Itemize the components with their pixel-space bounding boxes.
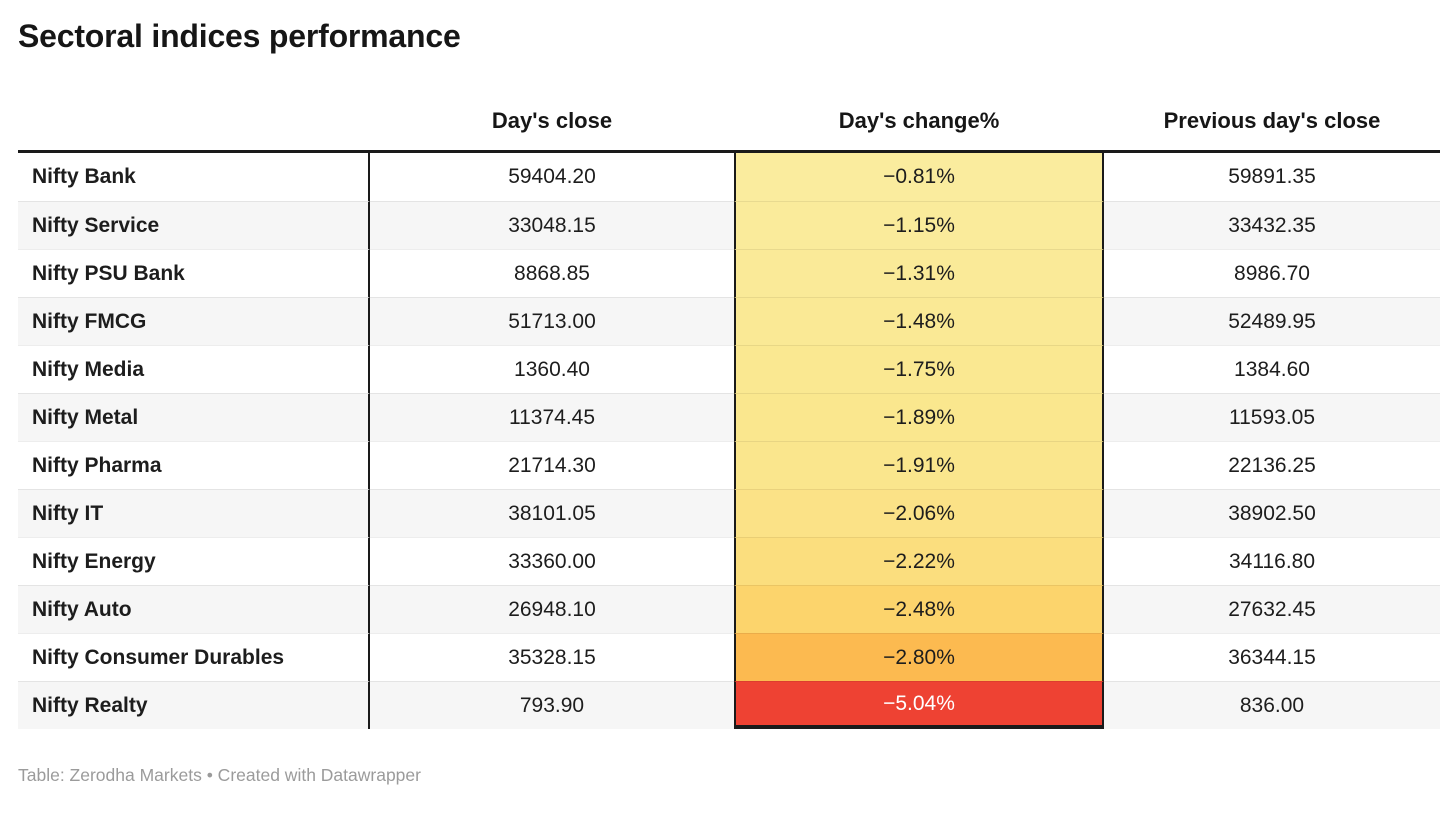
days-change-cell: −1.75% <box>734 345 1104 393</box>
prev-close-cell: 38902.50 <box>1104 489 1440 537</box>
index-name-cell: Nifty Service <box>18 201 370 249</box>
index-name-cell: Nifty Bank <box>18 153 370 201</box>
days-close-cell: 59404.20 <box>508 165 596 188</box>
column-header-days-change: Day's change% <box>838 107 1000 133</box>
column-header-index <box>18 121 370 125</box>
days-close-cell: 21714.30 <box>370 441 734 489</box>
index-name-cell: Nifty FMCG <box>18 297 370 345</box>
index-name-cell: Nifty IT <box>18 489 370 537</box>
days-close-cell: 35328.15 <box>370 633 734 681</box>
days-close-cell: 8868.85 <box>370 249 734 297</box>
page-title: Sectoral indices performance <box>18 18 461 54</box>
days-change-cell: −5.04% <box>734 681 1104 729</box>
days-change-cell: −1.31% <box>734 249 1104 297</box>
table-row: Nifty Bank 59404.20 −0.81% 59891.35 <box>18 153 1440 201</box>
days-close-cell: 38101.05 <box>370 489 734 537</box>
days-close-cell: 33360.00 <box>370 537 734 585</box>
days-change-cell: −1.89% <box>734 393 1104 441</box>
index-name-cell: Nifty Media <box>18 345 370 393</box>
index-name-cell: Nifty Pharma <box>18 441 370 489</box>
table-row: Nifty IT 38101.05 −2.06% 38902.50 <box>18 489 1440 537</box>
days-change-cell: −1.15% <box>734 201 1104 249</box>
days-close-cell: 1360.40 <box>370 345 734 393</box>
table-row: Nifty Auto 26948.10 −2.48% 27632.45 <box>18 585 1440 633</box>
table-body: Nifty Bank 59404.20 −0.81% 59891.35 Nifty Se… <box>18 153 1440 729</box>
days-close-cell: 33048.15 <box>370 201 734 249</box>
table-row: Nifty Metal 11374.45 −1.89% 11593.05 <box>18 393 1440 441</box>
days-change-cell: −1.48% <box>734 297 1104 345</box>
prev-close-cell: 34116.80 <box>1104 537 1440 585</box>
table-row: Nifty FMCG 51713.00 −1.48% 52489.95 <box>18 297 1440 345</box>
table-row: Nifty PSU Bank 8868.85 −1.31% 8986.70 <box>18 249 1440 297</box>
index-name-cell: Nifty Consumer Durables <box>18 633 370 681</box>
days-close-cell: 51713.00 <box>370 297 734 345</box>
prev-close-cell: 8986.70 <box>1104 249 1440 297</box>
prev-close-cell: 11593.05 <box>1104 393 1440 441</box>
days-change-cell: −2.06% <box>734 489 1104 537</box>
prev-close-cell: 27632.45 <box>1104 585 1440 633</box>
prev-close-cell: 36344.15 <box>1104 633 1440 681</box>
index-name-cell: Nifty PSU Bank <box>18 249 370 297</box>
prev-close-cell: 59891.35 <box>1228 165 1316 188</box>
days-change-cell: −1.91% <box>734 441 1104 489</box>
prev-close-cell: 1384.60 <box>1104 345 1440 393</box>
days-close-cell: 11374.45 <box>370 393 734 441</box>
index-name-cell: Nifty Metal <box>18 393 370 441</box>
table-header-row: Day's close Day's change% Previous day's… <box>18 95 1440 153</box>
sector-indices-table: Day's close Day's change% Previous day's… <box>18 95 1440 729</box>
days-change-cell: −2.48% <box>734 585 1104 633</box>
prev-close-cell: 52489.95 <box>1104 297 1440 345</box>
prev-close-cell: 33432.35 <box>1104 201 1440 249</box>
table-row: Nifty Service 33048.15 −1.15% 33432.35 <box>18 201 1440 249</box>
table-row: Nifty Realty 793.90 −5.04% 836.00 <box>18 681 1440 729</box>
index-name-cell: Nifty Realty <box>18 681 370 729</box>
table-source-credit: Table: Zerodha Markets • Created with Da… <box>18 765 421 785</box>
days-change-cell: −2.22% <box>734 537 1104 585</box>
days-change-cell: −0.81% <box>734 153 1104 201</box>
days-change-cell: −2.80% <box>734 633 1104 681</box>
days-close-cell: 26948.10 <box>370 585 734 633</box>
table-row: Nifty Consumer Durables 35328.15 −2.80% 363… <box>18 633 1440 681</box>
table-row: Nifty Energy 33360.00 −2.22% 34116.80 <box>18 537 1440 585</box>
days-close-cell: 793.90 <box>370 681 734 729</box>
column-header-days-close: Day's close <box>491 107 613 133</box>
table-row: Nifty Pharma 21714.30 −1.91% 22136.25 <box>18 441 1440 489</box>
prev-close-cell: 836.00 <box>1104 681 1440 729</box>
index-name-cell: Nifty Energy <box>18 537 370 585</box>
column-header-prev-close: Previous day's close <box>1163 107 1381 133</box>
index-name-cell: Nifty Auto <box>18 585 370 633</box>
table-row: Nifty Media 1360.40 −1.75% 1384.60 <box>18 345 1440 393</box>
prev-close-cell: 22136.25 <box>1104 441 1440 489</box>
